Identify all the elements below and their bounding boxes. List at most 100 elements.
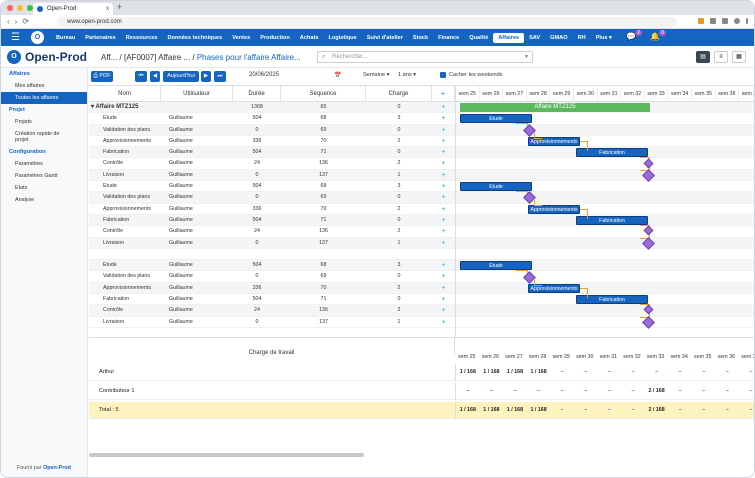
breadcrumb-item[interactable]: Aff... [101,53,118,62]
gantt-bar[interactable]: Etude [460,114,532,124]
sidebar-item[interactable]: Paramètres [15,161,43,167]
gantt-bar[interactable]: Approvisionnements [528,204,580,214]
table-row[interactable]: Livraison Guillaume 0 137 1 + [89,317,455,328]
table-row[interactable]: Contrôle Guillaume 24 136 2 + [89,158,455,170]
table-row[interactable]: Contrôle Guillaume 24 136 2 + [89,226,455,238]
add-task-icon[interactable]: + [441,273,446,281]
extension-icon[interactable] [710,18,716,24]
group-row[interactable]: ▾ Affaire MTZ125 1368 65 0 + [89,102,455,114]
gantt-bar[interactable]: Fabrication [576,216,648,225]
table-row[interactable]: Livraison Guillaume 0 137 1 + [89,169,455,182]
nav-item-partenaires[interactable]: Partenaires [85,34,116,41]
gantt-bar[interactable]: Approvisionnements [528,283,580,293]
table-row[interactable]: Approvisionnements Guillaume 336 70 2 + [89,204,455,215]
sidebar-item[interactable]: Projets [15,119,32,125]
nav-item-bureau[interactable]: Bureau [56,34,76,41]
checkbox-icon[interactable] [440,72,446,78]
column-header[interactable]: Charge [366,86,432,101]
add-task-icon[interactable]: + [441,216,446,224]
add-task-icon[interactable]: + [441,284,446,292]
sidebar-item[interactable]: Analyse [15,197,35,203]
table-row[interactable] [89,249,455,261]
minimize-window-dot[interactable] [17,5,23,11]
gantt-bar[interactable]: Fabrication [576,295,648,305]
column-header[interactable]: Nom [89,86,161,101]
sidebar-item[interactable]: Etats [15,185,28,191]
gantt-bar[interactable]: Fabrication [576,148,648,158]
calendar-icon[interactable]: 📅 [334,73,342,79]
add-task-icon[interactable]: + [441,183,446,191]
browser-nav-icons[interactable]: ‹›⟳ [7,17,35,26]
add-task-icon[interactable]: + [441,160,446,168]
first-icon[interactable]: ⏮ [135,71,147,82]
nav-item-qualit-[interactable]: Qualité [469,34,489,41]
table-row[interactable]: Livraison Guillaume 0 137 1 + [89,237,455,249]
sidebar-item[interactable]: Création rapide de projet [15,131,60,143]
tab-close-icon[interactable]: x [106,6,109,12]
add-task-icon[interactable]: + [441,307,446,315]
app-logo-icon[interactable]: O [31,31,44,44]
column-header[interactable]: Durée [233,86,281,101]
add-task-icon[interactable]: + [441,318,446,326]
extension-icon[interactable] [698,18,704,24]
today-button[interactable]: Aujourd'hui [163,71,199,82]
profile-icon[interactable] [734,18,740,24]
hamburger-icon[interactable]: ☰ [11,32,20,43]
nav-item-plus-[interactable]: Plus ▾ [595,34,612,41]
add-task-icon[interactable] [432,249,455,259]
add-task-icon[interactable]: + [441,262,446,270]
hide-weekends-checkbox[interactable]: Cacher les weekends [440,72,502,78]
last-icon[interactable]: ⏭ [214,71,226,82]
form-view-button[interactable]: ▦ [732,51,746,63]
nav-item-finance[interactable]: Finance [438,34,460,41]
add-task-icon[interactable]: + [441,115,446,123]
nav-item-donn-es-techniques[interactable]: Données techniques [167,34,223,41]
add-task-icon[interactable]: + [441,239,446,247]
table-row[interactable]: Fabrication Guillaume 504 71 0 + [89,147,455,159]
range-select[interactable]: 1 ans ▾ [398,72,417,78]
table-row[interactable]: Fabrication Guillaume 504 71 0 + [89,214,455,227]
list-view-button[interactable]: ≡ [714,51,728,63]
table-row[interactable]: Etude Guillaume 504 68 3 + [89,260,455,272]
date-input[interactable]: 20/06/2025 [249,72,280,78]
nav-item-ressources[interactable]: Ressources [125,34,158,41]
table-row[interactable]: Fabrication Guillaume 504 71 0 + [89,294,455,306]
table-row[interactable]: Etude Guillaume 504 68 3 + [89,181,455,193]
add-task-icon[interactable]: + [441,171,446,179]
column-header[interactable]: Utilisateur [161,86,233,101]
prev-icon[interactable]: ◀ [150,71,160,82]
close-window-dot[interactable] [7,5,13,11]
nav-item-sav[interactable]: SAV [529,34,541,41]
period-select[interactable]: Semaine ▾ [363,72,390,78]
add-task-icon[interactable]: + [441,296,446,304]
add-task-icon[interactable]: + [441,228,446,236]
new-tab-button[interactable]: + [117,2,123,12]
extension-icon[interactable] [722,18,728,24]
nav-item-achats[interactable]: Achats [299,34,319,41]
browser-tab[interactable]: Open-Prod x [33,3,113,15]
bell-icon[interactable]: 🔔 0 [650,30,666,41]
gantt-bar[interactable]: Etude [460,261,532,271]
nav-item-suivi-d-atelier[interactable]: Suivi d'atelier [366,34,403,41]
horizontal-scrollbar[interactable] [89,453,364,457]
add-task-icon[interactable]: + [441,205,446,213]
gantt-view-button[interactable]: ▤ [696,51,710,63]
breadcrumb-item[interactable]: [AF0007] Affaire ... [124,53,191,62]
nav-item-ventes[interactable]: Ventes [232,34,251,41]
chat-icon[interactable]: 💬 2 [626,30,643,41]
maximize-window-dot[interactable] [27,5,33,11]
table-row[interactable]: Etude Guillaume 504 68 3 + [89,113,455,125]
menu-icon[interactable] [746,18,748,24]
sidebar-item[interactable]: Paramètres Gantt [15,173,58,179]
add-task-icon[interactable]: + [441,194,446,202]
table-row[interactable]: Validation des plans Guillaume 0 69 0 + [89,271,455,283]
column-header[interactable]: Séquence [281,86,366,101]
add-task-icon[interactable]: + [441,137,446,145]
nav-item-affaires[interactable]: Affaires [493,32,525,43]
pdf-button[interactable]: ⎙ PDF [91,71,113,82]
sidebar-item[interactable]: Toutes les affaires [1,92,87,104]
add-task-icon[interactable]: + [441,126,446,134]
group-bar[interactable]: Affaire MTZ125 [460,103,650,112]
gantt-bar[interactable]: Approvisionnements [528,136,580,146]
sidebar-item[interactable]: Mes affaires [15,83,45,89]
